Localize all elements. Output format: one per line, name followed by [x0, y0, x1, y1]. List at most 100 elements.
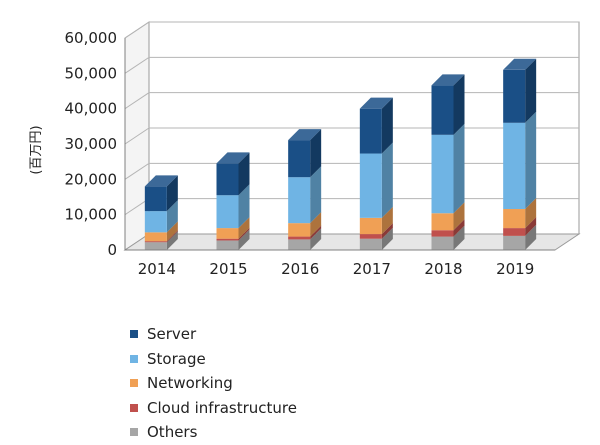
bar-front	[431, 213, 454, 231]
bar-segment	[144, 221, 178, 242]
legend-swatch	[130, 379, 138, 388]
bar-segment	[503, 224, 537, 250]
bar-stack-2015	[216, 152, 250, 250]
bar-front	[503, 209, 526, 229]
bar-side	[525, 217, 537, 236]
bar-stack-2019	[503, 58, 537, 250]
bar-side	[453, 74, 465, 135]
bar-segment	[144, 230, 178, 243]
bar-segment	[503, 111, 537, 210]
bar-side	[381, 97, 393, 154]
bar-top	[359, 97, 393, 109]
bar-front	[503, 228, 526, 236]
bar-top	[503, 58, 537, 70]
bar-front	[288, 140, 311, 178]
bar-side	[525, 58, 537, 123]
bar-stack-2014	[144, 175, 178, 250]
bar-front	[359, 108, 382, 154]
bar-segment	[216, 229, 250, 250]
bar-side	[238, 184, 250, 229]
y-tick-label: 60,000	[65, 29, 118, 47]
legend-swatch	[130, 330, 138, 339]
y-tick-label: 40,000	[65, 100, 118, 118]
bar-front	[503, 235, 526, 250]
legend-label: Storage	[147, 349, 206, 368]
bar-segment	[288, 228, 322, 250]
bar-side	[310, 228, 322, 250]
legend-label: Server	[147, 325, 197, 344]
bar-front	[216, 163, 239, 196]
legend-item: Storage	[130, 347, 297, 372]
bar-segment	[288, 225, 322, 240]
x-tick-labels: 2014 2015 2016 2017 2018 2019	[138, 260, 535, 278]
bar-side	[453, 225, 465, 250]
bar-side	[310, 212, 322, 237]
y-tick-label: 10,000	[65, 206, 118, 224]
bar-top	[431, 74, 465, 86]
bar-segment	[431, 219, 465, 237]
bar-front	[503, 69, 526, 123]
bar-front	[359, 238, 382, 250]
bar-side	[453, 123, 465, 214]
bar-segment	[288, 129, 322, 178]
bar-segment	[216, 184, 250, 229]
legend-item: Networking	[130, 371, 297, 396]
bar-segment	[431, 202, 465, 231]
bar-segment	[359, 142, 393, 218]
gridline	[124, 56, 579, 74]
gridline	[124, 21, 579, 39]
bar-front	[288, 177, 311, 224]
bar-side	[238, 227, 250, 241]
bar-side	[525, 111, 537, 210]
bar-segment	[431, 123, 465, 214]
legend-swatch	[130, 403, 138, 412]
y-tick-label: 20,000	[65, 170, 118, 188]
bar-side	[166, 221, 178, 242]
x-tick-label: 2014	[138, 260, 176, 278]
y-axis-label: (百万円)	[29, 125, 44, 174]
bar-segment	[503, 58, 537, 123]
bar-segment	[359, 223, 393, 239]
bar-side	[381, 223, 393, 239]
bar-front	[216, 240, 239, 250]
legend-item: Server	[130, 322, 297, 347]
bar-side	[381, 206, 393, 235]
legend-label: Networking	[147, 374, 233, 393]
bar-side	[381, 142, 393, 218]
x-tick-label: 2015	[209, 260, 247, 278]
bar-stack-2018	[431, 74, 465, 250]
bar-segment	[503, 198, 537, 229]
bar-side	[453, 219, 465, 237]
legend-label: Others	[147, 423, 198, 442]
bar-side	[310, 129, 322, 178]
bar-side	[310, 166, 322, 224]
bar-side	[166, 231, 178, 250]
bar-side	[381, 227, 393, 250]
bars	[144, 58, 537, 250]
axes	[124, 38, 555, 251]
bar-front	[431, 236, 454, 250]
bar-side	[525, 198, 537, 229]
bar-side	[310, 225, 322, 240]
y-tick-labels: 0 10,000 20,000 30,000 40,000 50,000 60,000	[65, 29, 118, 259]
bar-front	[216, 228, 239, 239]
legend-swatch	[130, 428, 138, 437]
bar-front	[216, 195, 239, 229]
x-tick-label: 2018	[424, 260, 462, 278]
bar-segment	[144, 231, 178, 250]
bar-top	[216, 152, 250, 164]
bar-front	[359, 234, 382, 239]
legend-label: Cloud infrastructure	[147, 398, 297, 417]
bar-segment	[431, 225, 465, 250]
bar-segment	[216, 152, 250, 196]
bar-front	[431, 230, 454, 237]
bar-front	[144, 211, 167, 233]
bar-top	[144, 175, 178, 187]
bar-front	[288, 239, 311, 250]
bar-side	[453, 202, 465, 231]
bar-front	[144, 242, 167, 250]
bar-segment	[144, 175, 178, 212]
y-tick-label: 0	[107, 241, 117, 259]
bar-side	[238, 217, 250, 239]
